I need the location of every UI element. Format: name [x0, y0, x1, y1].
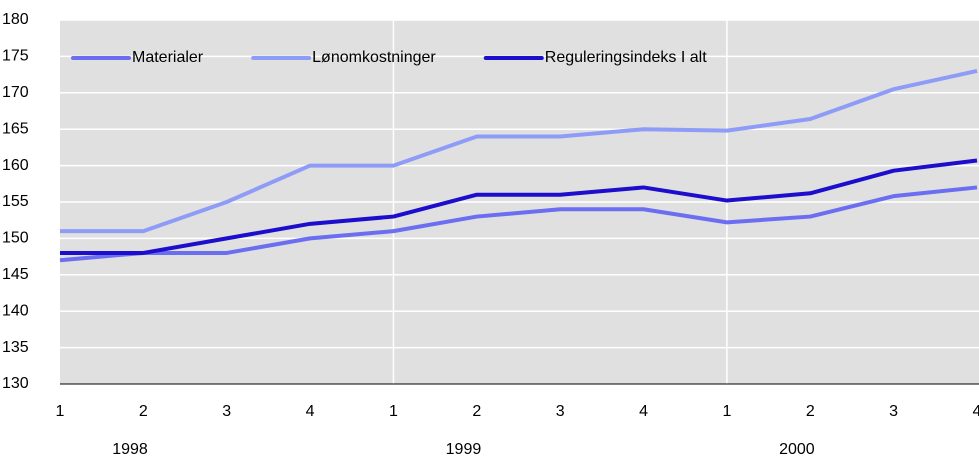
- y-tick-label: 145: [2, 266, 29, 283]
- x-tick-label: 3: [556, 403, 565, 420]
- series-line: [60, 158, 978, 255]
- series-line: [59, 185, 978, 263]
- x-tick-label: 4: [973, 403, 979, 420]
- y-tick-label: 135: [2, 339, 29, 356]
- year-label: 1999: [446, 441, 482, 458]
- y-tick-label: 160: [2, 157, 29, 174]
- x-tick-label: 1: [389, 403, 398, 420]
- series-line: [60, 69, 978, 234]
- x-tick-label: 2: [472, 403, 481, 420]
- y-tick-label: 170: [2, 84, 29, 101]
- year-label: 1998: [112, 441, 148, 458]
- y-tick-label: 180: [2, 11, 29, 28]
- y-tick-label: 140: [2, 302, 29, 319]
- y-tick-label: 165: [2, 120, 29, 137]
- x-tick-label: 2: [139, 403, 148, 420]
- x-tick-label: 4: [306, 403, 315, 420]
- x-tick-label: 3: [222, 403, 231, 420]
- year-label: 2000: [779, 441, 815, 458]
- y-tick-label: 175: [2, 48, 29, 65]
- legend-label: Materialer: [132, 49, 204, 66]
- y-tick-label: 130: [2, 375, 29, 392]
- legend-label: Lønomkostninger: [312, 49, 436, 66]
- x-tick-label: 1: [722, 403, 731, 420]
- x-tick-label: 4: [639, 403, 648, 420]
- y-tick-label: 155: [2, 193, 29, 210]
- x-tick-label: 3: [889, 403, 898, 420]
- x-tick-label: 2: [806, 403, 815, 420]
- y-tick-label: 150: [2, 230, 29, 247]
- x-tick-label: 1: [56, 403, 65, 420]
- legend-label: Reguleringsindeks I alt: [545, 49, 707, 66]
